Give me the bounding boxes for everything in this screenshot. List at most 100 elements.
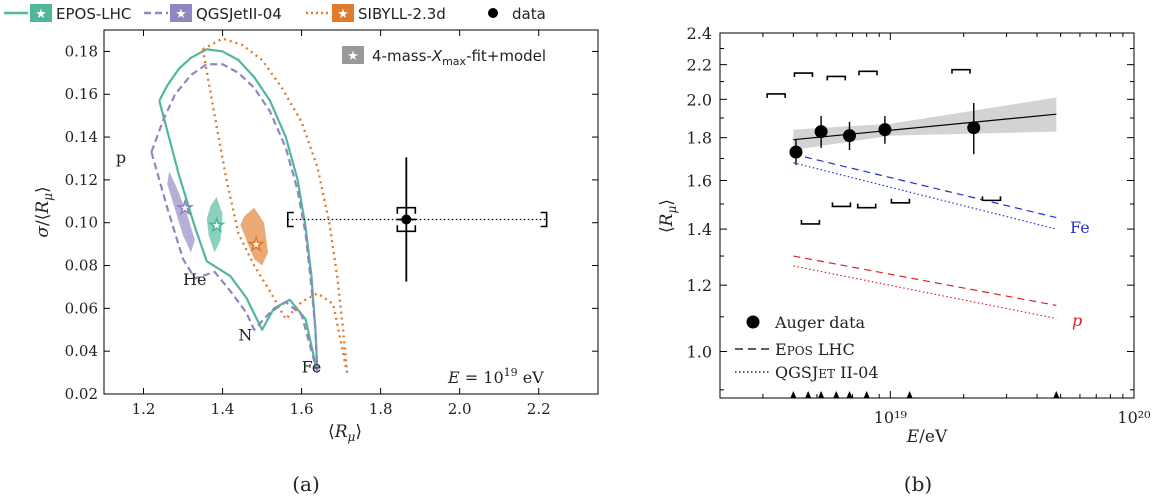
legend-auger-label: Auger data: [774, 313, 866, 332]
a-y-tick-label: 0.08: [65, 257, 98, 275]
b-y-tick-label: 2.0: [687, 90, 712, 109]
inset-legend-star-icon: ★: [347, 49, 359, 64]
panel-b-frame: [719, 32, 1135, 399]
sys-bracket-lower: [981, 196, 1002, 202]
model-star-marker: ★: [249, 235, 264, 255]
composition-label: Fe: [302, 358, 322, 377]
bin-edge-marker: [833, 391, 840, 398]
legend-data-marker: [488, 8, 498, 18]
bin-edge-marker: [805, 391, 812, 398]
model-prediction-line: [793, 255, 1057, 307]
panel-a-y-axis-label: σ/⟨Rμ⟩: [33, 186, 55, 237]
fit-line: [793, 113, 1057, 141]
a-y-tick-label: 0.16: [65, 85, 98, 103]
bin-edge-marker: [790, 391, 797, 398]
model-star-marker: ★: [209, 216, 224, 236]
a-x-tick-label: 1.8: [369, 400, 393, 418]
data-point: [401, 214, 412, 225]
sys-bracket-lower: [856, 203, 877, 209]
auger-data-point: [789, 145, 803, 159]
legend-epos-star-icon: ★: [35, 7, 47, 22]
b-y-tick-label: 1.0: [687, 342, 712, 361]
caption-b: (b): [904, 472, 932, 496]
model-prediction-line: [793, 162, 1057, 230]
legend-auger-marker: [746, 315, 760, 329]
legend-data-label: data: [512, 5, 546, 23]
x-sys-bracket: [286, 211, 294, 228]
sys-bracket-lower: [800, 219, 821, 225]
sys-bracket-upper: [858, 70, 878, 76]
composition-label: He: [183, 270, 206, 289]
panel-a-frame: [103, 29, 599, 395]
envelope-lower-line: [158, 100, 319, 373]
sys-bracket-upper: [826, 75, 847, 81]
a-y-tick-label: 0.12: [65, 171, 98, 189]
legend-qgsjet-label: QGSJET II-04: [775, 363, 879, 382]
label-fe: Fe: [1070, 218, 1090, 237]
panel-a-x-axis-label: ⟨Rμ⟩: [328, 422, 362, 444]
a-y-tick-label: 0.02: [65, 385, 98, 403]
a-y-tick-label: 0.18: [65, 42, 98, 60]
panel-b-chart: 10¹⁹ 10²⁰ 1.0 1.2 1.4 1.6 1.8 2.0 2.2 2.4 Fe p Aug…: [657, 24, 1151, 447]
top-legend: ★ EPOS-LHC ★ QGSJetII-04 ★ SIBYLL-2.3d d…: [4, 4, 546, 23]
auger-data-point: [814, 125, 828, 139]
bin-edge-marker: [906, 391, 913, 398]
b-y-tick-label: 2.4: [687, 24, 712, 43]
b-x-tick-label: 10¹⁹: [874, 408, 908, 427]
envelope-lower-line: [201, 49, 349, 373]
bin-edge-marker: [1053, 391, 1060, 398]
b-y-tick-label: 2.2: [687, 56, 712, 75]
model-prediction-line: [793, 265, 1057, 320]
inset-legend-swatch: [342, 46, 364, 64]
inset-legend-label: 4-mass-Xmax-fit+model: [372, 47, 546, 68]
model-uncertainty-region: [167, 171, 195, 253]
model-prediction-line: [793, 153, 1057, 219]
legend-epos-lhc-label: EPOS LHC: [775, 340, 855, 359]
model-uncertainty-region: [240, 207, 269, 266]
panel-b-x-axis-label: E/eV: [906, 427, 948, 447]
legend-epos-swatch: [30, 4, 52, 22]
energy-annotation: E = 1019 eV: [447, 366, 544, 387]
x-sys-bracket: [540, 211, 548, 228]
sys-bracket-upper: [793, 72, 814, 78]
panel-a-inset-legend: ★ 4-mass-Xmax-fit+model: [342, 46, 546, 68]
a-y-tick-label: 0.10: [65, 214, 98, 232]
a-y-tick-label: 0.04: [65, 342, 98, 360]
model-uncertainty-region: [206, 197, 223, 253]
auger-data-point: [843, 129, 857, 143]
legend-sib-swatch: [332, 4, 354, 22]
label-p: p: [1072, 311, 1082, 330]
a-x-tick-label: 2.0: [448, 400, 472, 418]
b-y-tick-label: 1.6: [687, 172, 712, 191]
panel-b-legend: Auger data EPOS LHC QGSJET II-04: [735, 313, 879, 382]
bin-edge-marker: [863, 391, 870, 398]
fit-uncertainty-band: [793, 97, 1057, 150]
a-x-tick-label: 1.4: [211, 400, 235, 418]
legend-qgs-swatch: [170, 4, 192, 22]
b-y-tick-label: 1.8: [687, 129, 712, 148]
legend-sib-star-icon: ★: [337, 7, 349, 22]
bin-edge-marker: [846, 391, 853, 398]
envelope-lower-line: [150, 151, 319, 373]
a-y-tick-label: 0.06: [65, 299, 98, 317]
a-y-tick-label: 0.14: [65, 128, 98, 146]
auger-data-point: [878, 123, 892, 137]
legend-qgs-star-icon: ★: [175, 7, 187, 22]
a-x-tick-label: 1.2: [132, 400, 156, 418]
b-y-tick-label: 1.2: [687, 276, 712, 295]
bin-edge-marker: [818, 391, 825, 398]
envelope-upper-line: [150, 63, 319, 373]
composition-label: N: [238, 325, 252, 344]
b-y-tick-label: 1.4: [687, 220, 712, 239]
envelope-upper-line: [202, 37, 349, 373]
caption-a: (a): [292, 472, 320, 496]
auger-data-point: [967, 121, 981, 135]
model-star-marker: ★: [177, 199, 192, 219]
a-x-tick-label: 1.6: [290, 400, 314, 418]
legend-sib-label: SIBYLL-2.3d: [358, 5, 446, 23]
sys-bracket-upper: [951, 68, 971, 74]
sys-bracket-upper: [766, 93, 786, 98]
panel-a-chart: 1.2 1.4 1.6 1.8 2.0 2.2 0.02 0.04 0.06 0.08 0.10 0.…: [33, 29, 599, 444]
sys-bracket-lower: [831, 202, 852, 208]
